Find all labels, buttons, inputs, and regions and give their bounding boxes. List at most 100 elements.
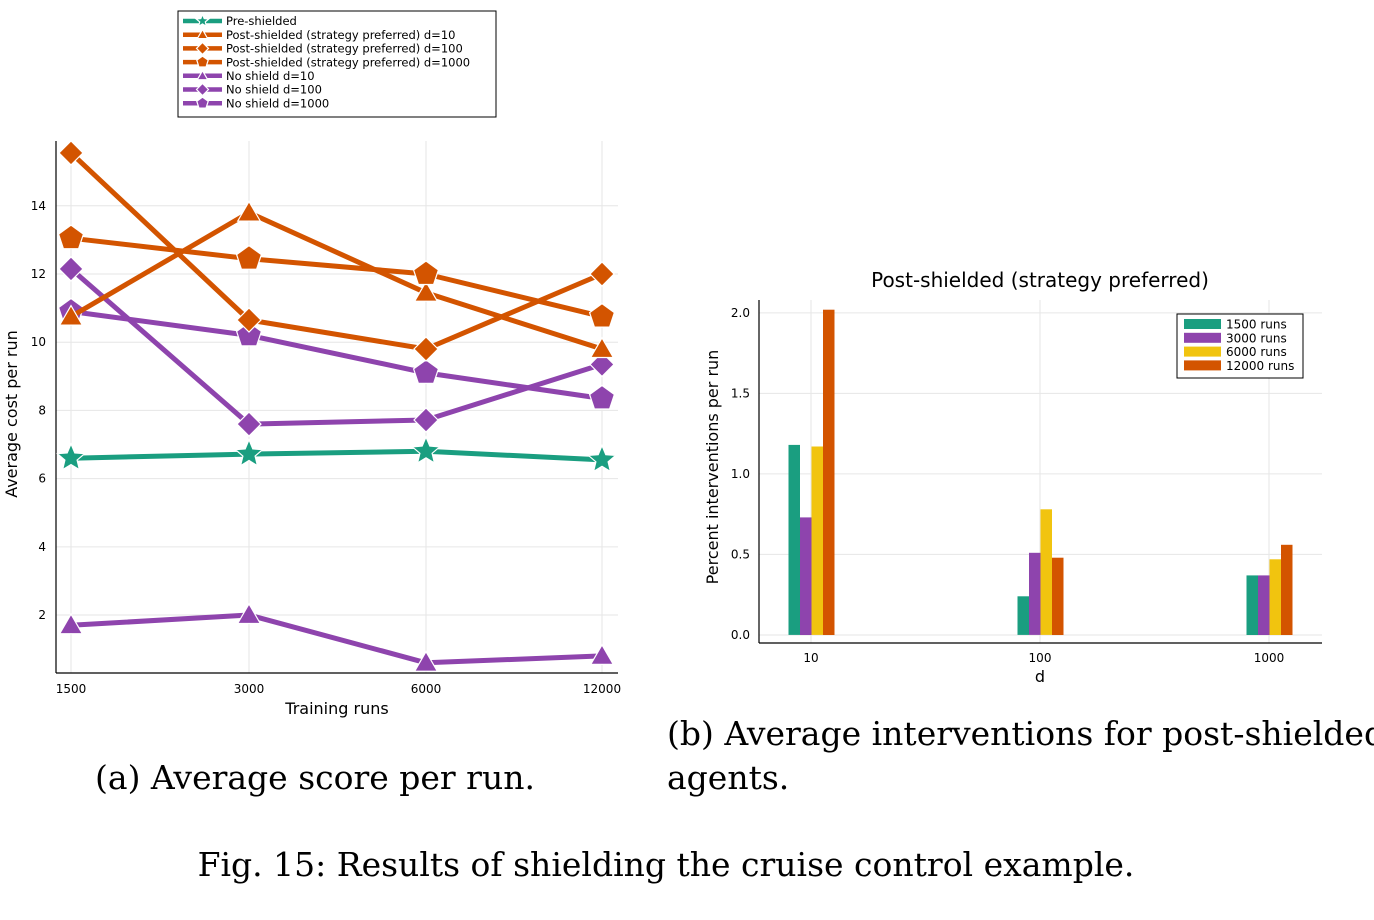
legend-entry: No shield d=1000	[183, 96, 329, 110]
bar-10-3	[811, 446, 823, 635]
data-point	[588, 302, 616, 328]
data-point	[588, 384, 616, 410]
legend-entry: Post-shielded (strategy preferred) d=10	[183, 28, 455, 42]
data-point	[58, 256, 84, 282]
legend-label: No shield d=1000	[226, 96, 329, 110]
data-point	[412, 359, 440, 384]
y-tick-label: 4	[38, 540, 46, 554]
data-point	[410, 435, 442, 465]
data-point	[236, 307, 262, 333]
legend-label: 6000 runs	[1226, 345, 1287, 359]
data-point	[236, 602, 262, 625]
bar-10-1	[788, 444, 800, 635]
y-tick-labels: 2 4 6 8 10 12 14	[31, 199, 46, 622]
data-point	[236, 200, 262, 222]
y-tick-label: 8	[38, 403, 46, 417]
bar-10-2	[800, 517, 812, 635]
interventions-bar-chart: 10 100 1000 0.0 0.5 1.0 1.5 2.0 Post-shielded …	[703, 268, 1322, 686]
bar-1000-4	[1281, 544, 1293, 635]
legend-entry: Pre-shielded	[183, 12, 297, 28]
legend-label: Post-shielded (strategy preferred) d=100…	[226, 55, 470, 69]
y-tick-label: 10	[31, 335, 46, 349]
bar-100-2	[1029, 552, 1041, 635]
legend-marker	[196, 69, 209, 81]
legend-swatch	[1184, 346, 1221, 357]
bars-group	[788, 309, 1293, 635]
x-tick-label: 100	[1029, 651, 1052, 665]
legend-entry: 12000 runs	[1184, 359, 1294, 373]
x-tick-label: 12000	[583, 682, 621, 696]
series-2	[58, 200, 615, 359]
data-point	[236, 411, 262, 437]
chart-title: Post-shielded (strategy preferred)	[871, 268, 1209, 292]
data-point	[235, 244, 263, 270]
series-7	[57, 297, 616, 410]
legend-label: Post-shielded (strategy preferred) d=10	[226, 28, 455, 42]
series-line	[69, 151, 603, 352]
data-point	[58, 613, 84, 635]
series-line	[70, 612, 603, 666]
legend-entry: 6000 runs	[1184, 345, 1287, 359]
data-point	[589, 351, 615, 378]
data-point	[413, 336, 439, 362]
caption-b-line1: (b) Average interventions for post-shiel…	[667, 714, 1374, 753]
data-point	[412, 260, 440, 286]
legend-label: 12000 runs	[1226, 359, 1294, 373]
legend-marker	[196, 28, 209, 40]
series-1	[55, 435, 618, 473]
grid	[56, 141, 618, 673]
legend-entry: Post-shielded (strategy preferred) d=100	[183, 41, 463, 56]
bar-100-4	[1052, 557, 1064, 635]
legend-marker	[196, 96, 209, 109]
legend-swatch	[1184, 319, 1221, 329]
y-tick-label: 14	[31, 199, 46, 213]
series-line	[70, 235, 603, 320]
axes	[55, 141, 618, 674]
x-tick-label: 10	[803, 651, 818, 665]
data-point	[589, 643, 615, 666]
series-group	[55, 140, 618, 672]
series-line	[69, 210, 603, 352]
series-6	[58, 256, 615, 437]
legend-entry: No shield d=10	[183, 69, 315, 83]
series-line	[70, 309, 603, 401]
y-tick-label: 0.5	[731, 547, 750, 561]
x-tick-label: 6000	[411, 682, 442, 696]
data-point	[589, 336, 615, 359]
bar-10-4	[823, 309, 835, 635]
x-tick-labels: 10 100 1000	[803, 651, 1284, 665]
series-5	[58, 602, 615, 672]
data-point	[57, 224, 85, 250]
legend-marker	[196, 55, 209, 68]
legend-entry: No shield d=100	[183, 82, 322, 97]
bar-100-1	[1017, 596, 1029, 635]
y-tick-labels: 0.0 0.5 1.0 1.5 2.0	[731, 306, 750, 642]
legend-label: Pre-shielded	[226, 14, 297, 28]
x-axis-label: d	[1035, 667, 1045, 686]
axes	[758, 300, 1322, 644]
legend-entry: 1500 runs	[1184, 318, 1287, 332]
data-point	[55, 442, 87, 471]
data-point	[235, 321, 263, 347]
data-point	[413, 280, 439, 302]
legend-entry: 3000 runs	[1184, 331, 1287, 345]
caption-a: (a) Average score per run.	[95, 758, 535, 797]
y-tick-label: 1.5	[731, 386, 750, 400]
legend-marker	[195, 41, 210, 56]
data-point	[58, 140, 84, 166]
series-3	[58, 140, 615, 362]
x-tick-labels: 1500 3000 6000 12000	[56, 682, 621, 696]
bar-100-3	[1040, 509, 1052, 635]
legend-box	[177, 10, 497, 118]
bar-1000-1	[1246, 575, 1258, 635]
y-tick-label: 2.0	[731, 306, 750, 320]
y-tick-label: 6	[38, 472, 46, 486]
figure-caption: Fig. 15: Results of shielding the cruise…	[198, 845, 1135, 884]
legend-label: 3000 runs	[1226, 331, 1287, 345]
legend-marker	[194, 12, 211, 28]
y-tick-label: 2	[38, 608, 46, 622]
y-axis-label: Percent interventions per run	[703, 350, 722, 585]
legend-marker	[195, 82, 210, 97]
caption-b-line2: agents.	[667, 758, 789, 797]
